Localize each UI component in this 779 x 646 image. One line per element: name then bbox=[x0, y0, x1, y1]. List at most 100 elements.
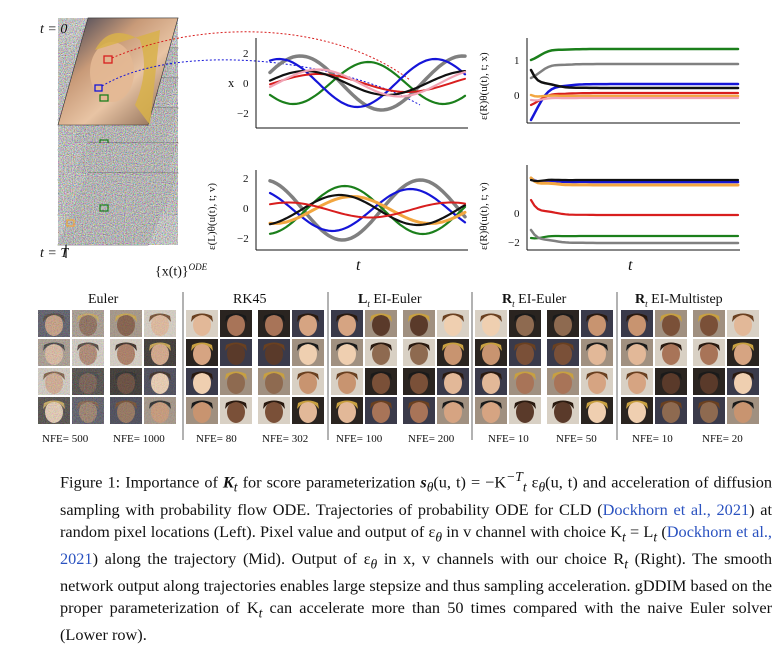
sample-noise bbox=[144, 339, 176, 366]
series-green bbox=[529, 47, 740, 62]
sample-face bbox=[372, 343, 390, 365]
sample-hair bbox=[442, 313, 464, 322]
sample-noise bbox=[110, 310, 142, 337]
trajectory-label-sup: ODE bbox=[188, 262, 208, 272]
sample-face bbox=[554, 401, 572, 423]
sample-face bbox=[338, 401, 356, 423]
sample-face bbox=[410, 372, 428, 394]
sample-hair bbox=[408, 313, 430, 322]
right-xlabel: t bbox=[628, 257, 633, 274]
sample-hair bbox=[732, 371, 754, 380]
sample-face bbox=[193, 343, 211, 365]
series-black bbox=[529, 178, 740, 183]
sample-hair bbox=[660, 313, 682, 322]
sample-face bbox=[662, 401, 680, 423]
figure-caption: Figure 1: Importance of Kt for score par… bbox=[60, 469, 773, 645]
method-title-rk45: RK45 bbox=[233, 292, 267, 307]
sample-face bbox=[554, 314, 572, 336]
green-pixel-marker bbox=[99, 204, 109, 212]
sample-noise bbox=[110, 368, 142, 395]
series-pink bbox=[529, 96, 740, 102]
sample-face bbox=[628, 372, 646, 394]
series-blue bbox=[529, 176, 740, 184]
orange-pixel-marker bbox=[66, 189, 75, 197]
sample-face bbox=[628, 314, 646, 336]
sample-grids bbox=[38, 310, 759, 424]
sample-hair bbox=[370, 342, 392, 351]
nfe-label: NFE= 20 bbox=[702, 433, 743, 445]
sample-hair bbox=[514, 313, 536, 322]
sample-hair bbox=[408, 371, 430, 380]
sample-hair bbox=[514, 400, 536, 409]
method-title-sub: t bbox=[512, 298, 515, 309]
nfe-label: NFE= 200 bbox=[408, 433, 455, 445]
sample-hair bbox=[225, 371, 247, 380]
plot-mid-bottom-lines bbox=[268, 178, 467, 242]
method-title-rest: EI-Euler bbox=[369, 292, 422, 307]
sample-hair bbox=[263, 400, 285, 409]
caption-text: ) at random pixel locations (Left). Pixe… bbox=[60, 499, 772, 541]
nfe-label: NFE= 10 bbox=[632, 433, 673, 445]
sample-noise bbox=[38, 339, 70, 366]
method-title-rt-ei-euler: Rt EI-Euler bbox=[502, 292, 566, 309]
sample-face bbox=[588, 401, 606, 423]
sample-face bbox=[372, 314, 390, 336]
sample-face bbox=[299, 372, 317, 394]
sample-face bbox=[700, 401, 718, 423]
mid-bottom-tick: −2 bbox=[237, 233, 249, 245]
caption-citation[interactable]: Dockhorn et al., 2021 bbox=[602, 499, 750, 519]
sample-hair bbox=[552, 400, 574, 409]
sample-face bbox=[265, 314, 283, 336]
sample-hair bbox=[586, 400, 608, 409]
sample-hair bbox=[191, 313, 213, 322]
sample-noise bbox=[72, 368, 104, 395]
series-green bbox=[268, 184, 467, 236]
sample-hair bbox=[480, 371, 502, 380]
series-black bbox=[529, 68, 740, 90]
caption-citation[interactable]: Dockhorn et al., 2021 bbox=[60, 521, 772, 568]
time-zero-label: t = 0 bbox=[40, 22, 68, 37]
caption-text: Figure 1: Importance of bbox=[60, 472, 223, 492]
sample-noise bbox=[38, 368, 70, 395]
blue-pixel-marker bbox=[94, 84, 103, 92]
series-orange bbox=[529, 93, 740, 98]
sample-hair bbox=[442, 371, 464, 380]
sample-noise bbox=[72, 310, 104, 337]
sample-hair bbox=[336, 313, 358, 322]
sample-face bbox=[299, 343, 317, 365]
sample-face bbox=[734, 401, 752, 423]
sample-hair bbox=[480, 313, 502, 322]
method-title-lt-ei-euler: Lt EI-Euler bbox=[358, 292, 422, 309]
figure-canvas bbox=[38, 17, 759, 440]
nfe-label: NFE= 10 bbox=[488, 433, 529, 445]
caption-math: s bbox=[420, 472, 427, 492]
sample-hair bbox=[698, 313, 720, 322]
plot-mid-top-lines bbox=[268, 54, 467, 112]
sample-hair bbox=[408, 400, 430, 409]
caption-text: (u, t) and acceleration of diffusion sam… bbox=[60, 472, 772, 519]
series-gray bbox=[529, 228, 740, 245]
sample-face bbox=[734, 314, 752, 336]
sample-face bbox=[588, 314, 606, 336]
sample-noise bbox=[38, 310, 70, 337]
sample-face bbox=[193, 401, 211, 423]
sample-hair bbox=[297, 371, 319, 380]
sample-hair bbox=[552, 342, 574, 351]
sample-hair bbox=[191, 371, 213, 380]
series-blue bbox=[268, 57, 467, 109]
method-title-bold: R bbox=[635, 292, 646, 307]
method-title-sub: t bbox=[645, 298, 648, 309]
trajectory-label: {x(t)}ODE bbox=[155, 262, 207, 281]
sample-hair bbox=[586, 371, 608, 380]
sample-face bbox=[554, 372, 572, 394]
sample-noise bbox=[72, 397, 104, 424]
series-red bbox=[269, 201, 466, 219]
series-blue bbox=[268, 187, 467, 233]
sample-hair bbox=[442, 342, 464, 351]
right-top-tick: 1 bbox=[514, 55, 520, 67]
sample-face bbox=[193, 372, 211, 394]
plot-mid-top bbox=[255, 38, 468, 129]
series-gray bbox=[529, 62, 740, 80]
sample-face bbox=[227, 401, 245, 423]
sample-hair bbox=[370, 313, 392, 322]
